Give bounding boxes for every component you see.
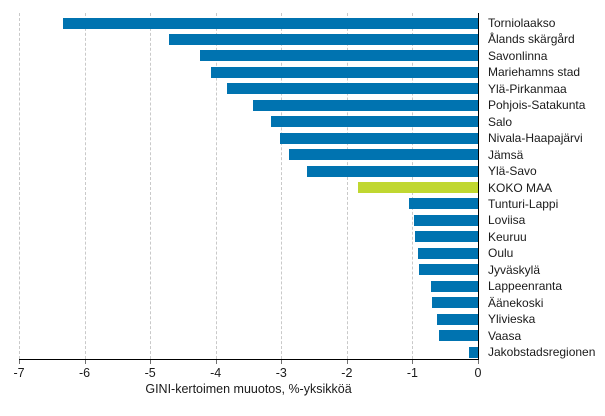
- category-label: Jämsä: [488, 147, 524, 162]
- category-label: Lappeenranta: [488, 279, 563, 294]
- bar-highlight: [358, 182, 478, 193]
- bar: [62, 17, 478, 29]
- bar: [226, 83, 478, 95]
- category-label: Loviisa: [488, 213, 526, 228]
- category-label: Mariehamns stad: [488, 65, 581, 80]
- category-label: Salo: [488, 114, 513, 129]
- gridline: [19, 13, 20, 359]
- zero-axis-line: [477, 13, 479, 359]
- x-tick-mark: [84, 360, 86, 364]
- x-tick-label: 0: [474, 366, 482, 380]
- bar: [438, 330, 478, 342]
- category-label: KOKO MAA: [488, 180, 553, 195]
- x-tick-label: -6: [79, 366, 91, 380]
- gridline: [215, 13, 217, 359]
- category-label: Keuruu: [488, 229, 527, 244]
- x-tick-label: -1: [406, 366, 418, 380]
- gridline: [150, 13, 152, 359]
- category-label: Ylä-Savo: [488, 164, 537, 179]
- bar: [414, 214, 478, 226]
- category-label: Tunturi-Lappi: [488, 196, 559, 211]
- bar: [432, 297, 478, 309]
- category-label: Oulu: [488, 246, 514, 261]
- x-tick-label: -7: [13, 366, 25, 380]
- category-label: Ylivieska: [488, 312, 536, 327]
- bar: [253, 99, 478, 111]
- x-tick-mark: [412, 360, 414, 364]
- category-label: Ålands skärgård: [488, 32, 575, 47]
- x-tick-label: -3: [275, 366, 287, 380]
- category-label: Äänekoski: [488, 295, 544, 310]
- plot-area: [19, 13, 479, 359]
- bar: [419, 264, 478, 276]
- bar: [417, 247, 478, 259]
- category-label: Nivala-Haapajärvi: [488, 131, 583, 146]
- bar: [409, 198, 478, 210]
- bar: [199, 50, 478, 62]
- x-axis-title: GINI-kertoimen muuotos, %-yksikköä: [145, 382, 352, 396]
- category-label: Vaasa: [488, 328, 522, 343]
- gridline: [281, 13, 283, 359]
- x-tick-label: -4: [210, 366, 222, 380]
- gridline: [84, 13, 86, 359]
- bar: [289, 149, 478, 161]
- x-tick-mark: [19, 360, 20, 364]
- category-label: Torniolaakso: [488, 16, 556, 30]
- bar: [437, 313, 478, 325]
- bar: [415, 231, 478, 243]
- x-tick-label: -2: [341, 366, 353, 380]
- x-tick-mark: [150, 360, 152, 364]
- bar: [270, 116, 478, 128]
- x-tick-mark: [478, 360, 479, 364]
- bar: [469, 346, 478, 358]
- category-label: Jakobstadsregionen: [488, 345, 596, 359]
- category-label: Jyväskylä: [488, 262, 541, 277]
- x-tick-mark: [215, 360, 217, 364]
- x-tick-mark: [346, 360, 348, 364]
- bar: [211, 66, 478, 78]
- x-tick-label: -5: [144, 366, 156, 380]
- category-label: Pohjois-Satakunta: [488, 98, 586, 113]
- bar: [431, 280, 478, 292]
- category-label: Savonlinna: [488, 48, 548, 63]
- category-label: Ylä-Pirkanmaa: [488, 81, 567, 96]
- bar: [169, 33, 478, 45]
- x-tick-mark: [281, 360, 283, 364]
- gridline: [346, 13, 348, 359]
- bar: [279, 132, 478, 144]
- bar: [306, 165, 478, 177]
- x-axis-line: [19, 358, 479, 360]
